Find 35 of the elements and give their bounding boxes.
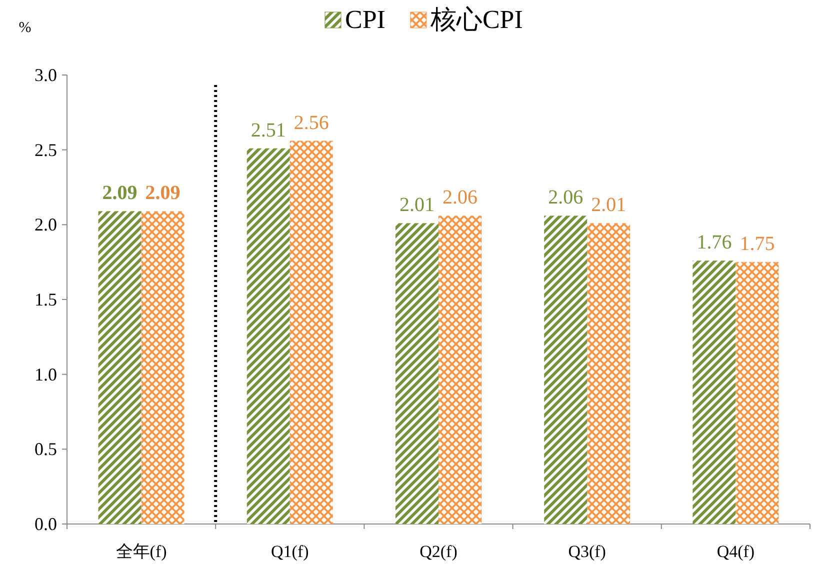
data-label: 2.09 — [102, 182, 138, 204]
data-label: 2.01 — [591, 194, 626, 216]
y-tick-label: 1.5 — [34, 290, 57, 310]
data-label: 1.75 — [740, 233, 775, 256]
y-tick-label: 0.5 — [34, 439, 57, 460]
data-label: 1.76 — [696, 232, 732, 254]
bar — [587, 223, 630, 524]
x-tick-label: Q1(f) — [271, 542, 309, 561]
y-tick-label: 1.0 — [34, 364, 57, 384]
x-tick-label: Q3(f) — [568, 542, 606, 561]
data-label: 2.56 — [294, 112, 329, 134]
data-label: 2.06 — [548, 186, 584, 209]
legend-label: 核心CPI — [429, 5, 523, 34]
x-tick-label: 全年(f) — [116, 542, 167, 561]
bar — [438, 216, 482, 524]
bar — [141, 211, 184, 524]
data-label: 2.06 — [442, 186, 478, 209]
y-axis-title: % — [18, 20, 32, 36]
bar — [736, 262, 779, 524]
data-label: 2.01 — [400, 194, 434, 216]
bar — [544, 216, 588, 524]
bar — [692, 260, 736, 524]
y-tick-label: 2.5 — [34, 140, 57, 160]
x-tick-label: Q2(f) — [420, 542, 458, 561]
bar — [290, 140, 333, 524]
data-label: 2.51 — [250, 119, 286, 142]
x-tick-label: Q4(f) — [716, 542, 755, 561]
y-tick-label: 0.0 — [34, 514, 57, 534]
bar — [246, 148, 290, 524]
bar — [98, 211, 142, 524]
data-label: 2.09 — [145, 182, 180, 204]
bar — [396, 223, 438, 524]
y-tick-label: 2.0 — [34, 214, 57, 235]
y-tick-label: 3.0 — [34, 65, 57, 85]
legend-label: CPI — [345, 5, 386, 34]
